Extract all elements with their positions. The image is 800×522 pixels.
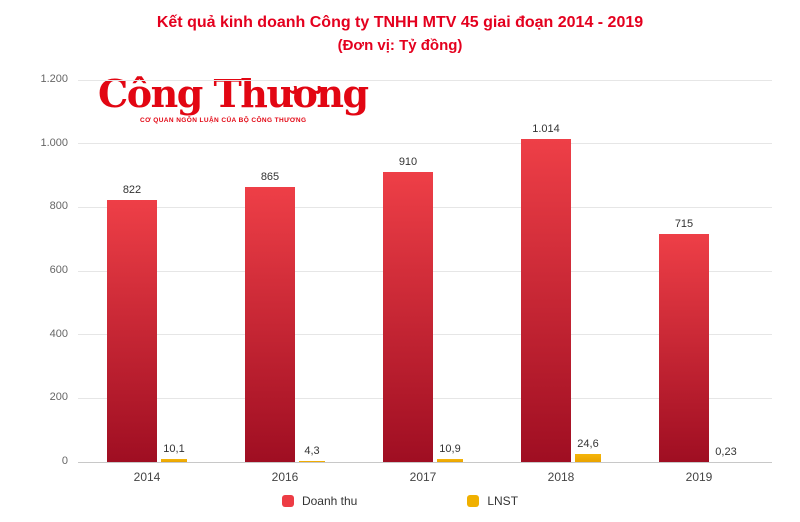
legend: Doanh thu LNST bbox=[0, 494, 800, 508]
bar-doanh-thu-2017[interactable] bbox=[383, 172, 433, 462]
bar-doanh-thu-2014[interactable] bbox=[107, 200, 157, 462]
cong-thuong-logo-tagline: CƠ QUAN NGÔN LUẬN CỦA BỘ CÔNG THƯƠNG bbox=[140, 116, 307, 124]
value-label-lnst-2018: 24,6 bbox=[577, 438, 599, 451]
y-axis-tick-label: 600 bbox=[49, 264, 68, 276]
chart-title: Kết quả kinh doanh Công ty TNHH MTV 45 g… bbox=[156, 14, 644, 31]
legend-label-lnst: LNST bbox=[487, 494, 519, 508]
x-axis-tick-label-2018: 2018 bbox=[547, 470, 575, 484]
value-label-lnst-2014: 10,1 bbox=[163, 442, 185, 455]
value-label-doanh-thu-2019: 715 bbox=[674, 218, 694, 231]
x-axis-tick-label-2019: 2019 bbox=[685, 470, 713, 484]
legend-swatch-lnst bbox=[467, 495, 480, 507]
value-label-doanh-thu-2016: 865 bbox=[260, 170, 280, 183]
bar-lnst-2018[interactable] bbox=[575, 454, 601, 462]
x-axis-tick-label-2017: 2017 bbox=[409, 470, 437, 484]
legend-item-doanh-thu[interactable]: Doanh thu bbox=[281, 494, 358, 508]
gridline bbox=[78, 79, 772, 81]
value-label-lnst-2017: 10,9 bbox=[439, 442, 461, 455]
value-label-lnst-2016: 4,3 bbox=[304, 444, 320, 457]
y-axis-tick-label: 800 bbox=[49, 200, 68, 213]
cong-thuong-logo: Công Thương CƠ QUAN NGÔN LUẬN CỦA BỘ CÔN… bbox=[98, 71, 369, 124]
legend-label-doanh-thu: Doanh thu bbox=[301, 494, 358, 508]
x-axis-line bbox=[78, 462, 772, 463]
value-label-doanh-thu-2014: 822 bbox=[122, 184, 142, 197]
value-label-lnst-2019: 0,23 bbox=[715, 445, 737, 458]
bar-doanh-thu-2019[interactable] bbox=[659, 234, 709, 462]
x-axis-tick-label-2016: 2016 bbox=[271, 470, 299, 484]
y-axis-tick-label: 1.200 bbox=[40, 73, 68, 85]
bar-doanh-thu-2018[interactable] bbox=[521, 139, 571, 462]
bar-lnst-2014[interactable] bbox=[161, 458, 187, 462]
value-label-doanh-thu-2018: 1.014 bbox=[532, 123, 560, 136]
y-axis-tick-label: 400 bbox=[49, 327, 68, 340]
bar-doanh-thu-2016[interactable] bbox=[245, 186, 295, 462]
y-axis-tick-label: 200 bbox=[49, 391, 68, 404]
bar-lnst-2017[interactable] bbox=[437, 458, 463, 462]
chart-subtitle: (Đơn vị: Tỷ đồng) bbox=[337, 37, 463, 54]
gridline bbox=[78, 143, 772, 145]
cong-thuong-logo-text: Công Thương bbox=[98, 71, 369, 116]
bar-lnst-2016[interactable] bbox=[299, 460, 325, 462]
legend-swatch-doanh-thu bbox=[281, 495, 294, 507]
value-label-doanh-thu-2017: 910 bbox=[398, 156, 418, 169]
y-axis-tick-label: 1.000 bbox=[40, 136, 68, 149]
x-axis-tick-label-2014: 2014 bbox=[133, 470, 161, 484]
legend-item-lnst[interactable]: LNST bbox=[467, 494, 518, 508]
y-axis-tick-label: 0 bbox=[61, 455, 68, 467]
